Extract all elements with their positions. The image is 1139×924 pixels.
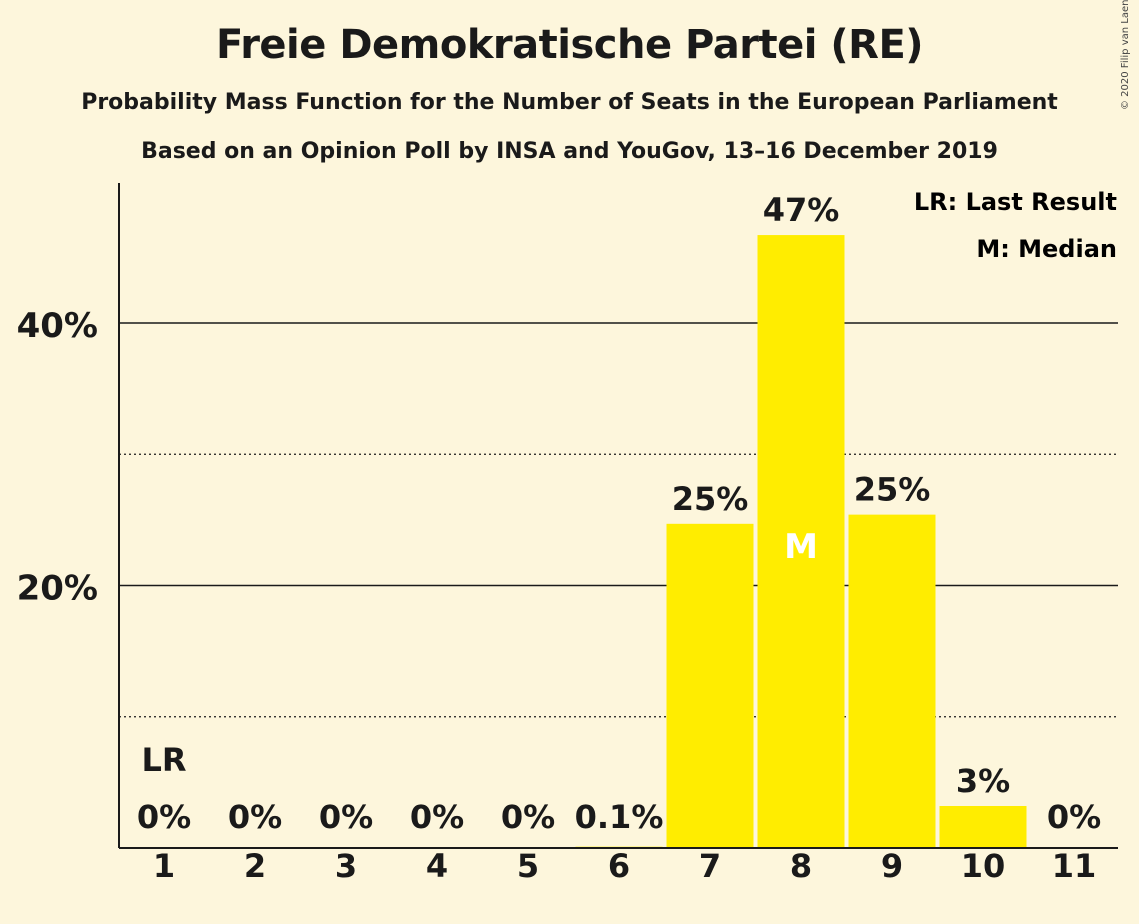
x-tick-label: 7 (699, 847, 721, 885)
x-tick-label: 10 (961, 847, 1006, 885)
bar-seat-10 (939, 806, 1027, 848)
data-label-seat-2: 0% (228, 798, 282, 836)
y-tick-label: 40% (17, 306, 98, 346)
data-label-seat-8: 47% (763, 191, 840, 229)
x-tick-label: 2 (244, 847, 266, 885)
x-tick-label: 4 (426, 847, 448, 885)
axes: 20% 40% 1 2 3 4 5 6 7 8 9 10 11 (17, 183, 1118, 885)
legend-last-result: LR: Last Result (914, 188, 1117, 216)
data-label-seat-4: 0% (410, 798, 464, 836)
bar-seat-8 (757, 235, 845, 848)
x-tick-label: 1 (153, 847, 175, 885)
x-tick-label: 9 (881, 847, 903, 885)
bars (575, 235, 1027, 848)
legend: LR: Last Result M: Median (914, 188, 1117, 263)
data-label-seat-7: 25% (672, 480, 749, 518)
last-result-marker: LR (141, 741, 186, 779)
x-tick-label: 8 (790, 847, 812, 885)
chart-source-line: Based on an Opinion Poll by INSA and You… (141, 139, 998, 164)
data-label-seat-3: 0% (319, 798, 373, 836)
gridlines (119, 322, 1118, 718)
median-marker: M (784, 527, 818, 567)
chart-subtitle: Probability Mass Function for the Number… (81, 90, 1058, 115)
data-label-seat-1: 0% (137, 798, 191, 836)
data-label-seat-5: 0% (501, 798, 555, 836)
bar-seat-7 (666, 523, 754, 848)
x-tick-label: 3 (335, 847, 357, 885)
x-tick-label: 5 (517, 847, 539, 885)
bar-seat-9 (848, 514, 936, 848)
x-tick-label: 6 (608, 847, 630, 885)
data-labels: 0% LR 0% 0% 0% 0% 0.1% 25% 47% M 25% 3% 0% (137, 191, 1101, 836)
data-label-seat-10: 3% (956, 762, 1010, 800)
chart-title: Freie Demokratische Partei (RE) (215, 22, 924, 68)
data-label-seat-9: 25% (854, 471, 931, 509)
legend-median: M: Median (976, 235, 1117, 263)
data-label-seat-6: 0.1% (575, 798, 664, 836)
y-tick-label: 20% (17, 569, 98, 609)
data-label-seat-11: 0% (1047, 798, 1101, 836)
x-tick-label: 11 (1052, 847, 1097, 885)
